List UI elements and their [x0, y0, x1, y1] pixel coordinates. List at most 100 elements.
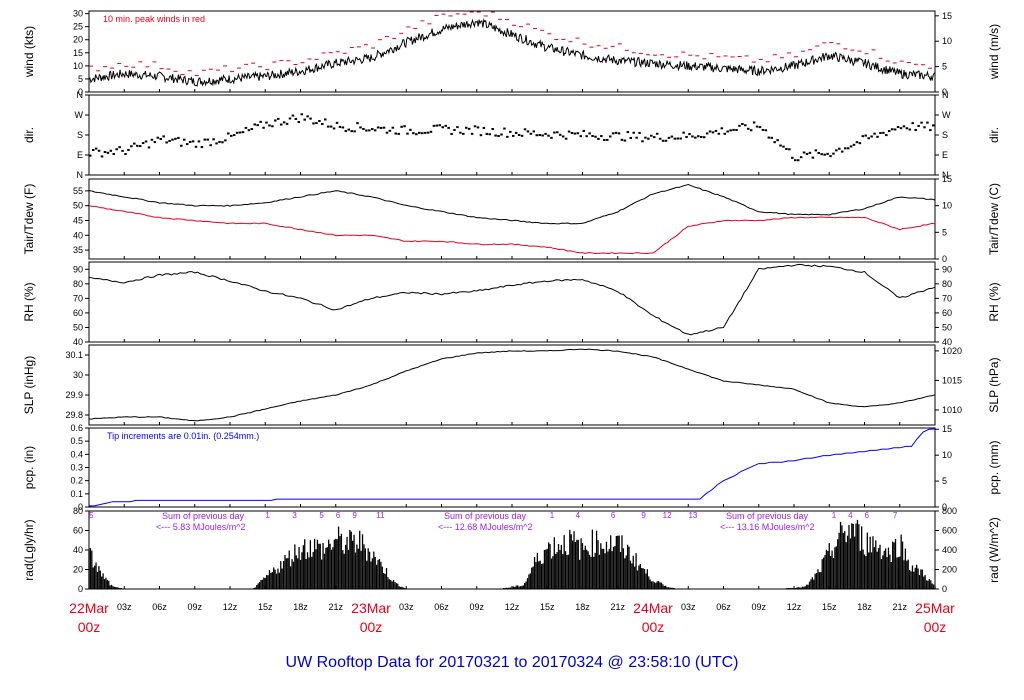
wind-dir-point [188, 140, 192, 143]
wind-dir-point [832, 152, 835, 155]
hour-mark: 4 [576, 511, 581, 520]
ytick-label-left: 30.1 [65, 350, 83, 360]
wind-dir-point [843, 147, 847, 150]
wind-dir-point [723, 132, 726, 135]
ytick-label-left: N [77, 90, 84, 100]
ytick-label-left: 70 [73, 293, 83, 303]
hour-label: 18z [293, 602, 308, 612]
wind-dir-point [799, 156, 803, 159]
wind-dir-point [141, 142, 145, 145]
hour-mark: 1 [265, 511, 270, 520]
wind-dir-point [459, 131, 462, 134]
ytick-label-left: 60 [73, 526, 83, 536]
daily-sum-value: <--- 5.83 MJoules/m^2 [156, 522, 246, 532]
wind-dir-point [861, 135, 865, 138]
hour-mark: 13 [688, 511, 697, 520]
wind-dir-point [758, 126, 762, 129]
wind-dir-point [541, 134, 544, 137]
wind-dir-point [676, 137, 679, 140]
hour-mark: 6 [611, 511, 616, 520]
wind-dir-point [632, 131, 635, 134]
wind-dir-point [315, 122, 318, 125]
ytick-label-left: S [77, 130, 83, 140]
wind-dir-point [688, 133, 691, 136]
panel-frame [88, 178, 936, 260]
hour-mark: 3 [292, 511, 297, 520]
ytick-label-left: 0.5 [70, 436, 83, 446]
wind-dir-point [194, 145, 198, 148]
wind-dir-point [185, 143, 189, 146]
ylabel-right: Tair/Tdew (C) [987, 183, 1001, 255]
ytick-label-left: 40 [73, 545, 83, 555]
wind-dir-point [814, 149, 818, 152]
hour-mark: 9 [352, 511, 357, 520]
wind-dir-point [112, 153, 115, 156]
wind-dir-point [412, 132, 415, 135]
wind-dir-point [324, 118, 327, 121]
wind-dir-point [638, 131, 641, 134]
wind-dir-point [429, 130, 433, 133]
ytick-label-right: N [942, 170, 949, 180]
wind-dir-point [550, 136, 553, 139]
daily-sum-value: <--- 12.68 MJoules/m^2 [438, 522, 533, 532]
hour-mark: 1 [832, 511, 837, 520]
wind-dir-point [391, 126, 395, 129]
wind-dir-point [585, 135, 588, 138]
ytick-label-left: 0 [78, 87, 83, 97]
wind-dir-point [882, 131, 885, 134]
wind-dir-point [109, 149, 113, 152]
wind-dir-point [755, 125, 759, 128]
wind-dir-point [544, 132, 547, 135]
ytick-label-left: 0 [78, 502, 83, 512]
ytick-label-left: 40 [73, 230, 83, 240]
wind-dir-point [564, 137, 568, 140]
wind-dir-point [347, 128, 350, 131]
wind-dir-point [297, 121, 301, 124]
day-hour-label: 00z [642, 619, 665, 635]
wind-dir-point [350, 130, 353, 133]
wind-dir-point [203, 138, 207, 141]
series-line [88, 348, 936, 422]
wind-dir-point [794, 159, 797, 162]
wind-dir-point [744, 124, 747, 127]
wind-dir-point [183, 138, 186, 141]
wind-dir-point [388, 129, 392, 132]
panel-frame [88, 10, 936, 93]
wind-dir-point [835, 149, 838, 152]
wind-dir-point [162, 135, 165, 138]
wind-dir-point [332, 127, 336, 130]
wind-dir-point [256, 124, 259, 127]
wind-dir-point [923, 126, 926, 129]
wind-dir-point [661, 139, 665, 142]
wind-dir-point [658, 137, 662, 140]
wind-dir-point [253, 123, 256, 126]
wind-dir-point [444, 124, 447, 127]
wind-dir-point [714, 129, 718, 132]
wind-dir-point [726, 130, 729, 133]
wind-dir-point [432, 124, 436, 127]
ytick-label-right: 200 [942, 565, 957, 575]
wind-dir-point [582, 129, 585, 132]
wind-dir-point [500, 133, 503, 136]
wind-dir-point [779, 144, 782, 147]
wind-dir-point [711, 131, 715, 134]
series-line [88, 428, 936, 507]
wind-dir-point [597, 137, 600, 140]
hour-mark: 5 [319, 511, 324, 520]
wind-dir-point [561, 135, 565, 138]
ytick-label-left: 0.3 [70, 463, 83, 473]
ytick-label-left: 20 [73, 565, 83, 575]
wind-dir-point [626, 131, 630, 134]
wind-dir-point [227, 132, 230, 135]
ytick-label-left: 80 [73, 506, 83, 516]
ytick-label-right: 800 [942, 506, 957, 516]
ytick-label-left: 20 [73, 35, 83, 45]
wind-dir-point [356, 122, 359, 125]
wind-dir-point [168, 139, 171, 142]
wind-dir-point [573, 132, 577, 135]
ytick-label-left: N [77, 170, 84, 180]
hour-label: 03z [399, 602, 414, 612]
ylabel-right: SLP (hPa) [987, 357, 1001, 412]
wind-dir-point [491, 127, 494, 130]
ytick-label-left: 60 [73, 308, 83, 318]
